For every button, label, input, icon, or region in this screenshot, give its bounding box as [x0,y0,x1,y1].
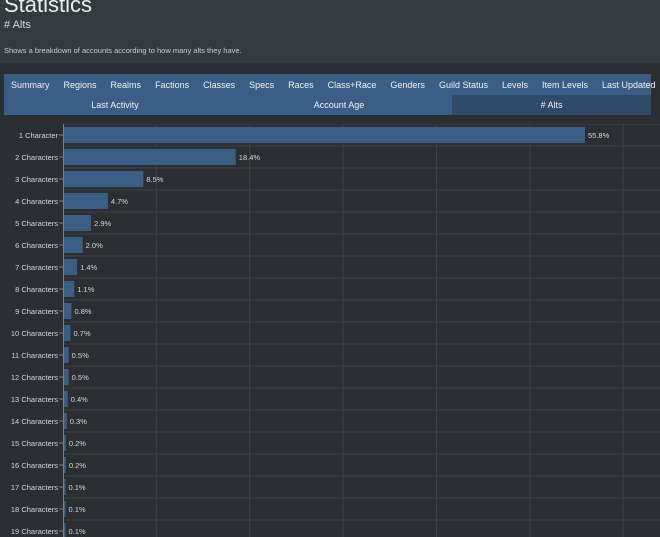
category-label: 16 Characters [11,461,58,470]
value-label: 18.4% [239,153,261,162]
value-label: 0.4% [71,395,88,404]
value-label: 2.9% [94,219,111,228]
subtab-last-activity[interactable]: Last Activity [4,95,226,115]
value-label: 0.1% [69,505,86,514]
category-label: 12 Characters [11,373,58,382]
category-label: 5 Characters [15,219,58,228]
tab-races[interactable]: Races [288,79,314,90]
category-label: 2 Characters [15,153,58,162]
tab-realms[interactable]: Realms [110,79,142,90]
stats-tab-bar: Summary Regions Realms Factions Classes … [4,74,656,95]
value-label: 0.2% [69,461,86,470]
category-label: 10 Characters [11,329,58,338]
stats-subtab-bar: Last Activity Account Age # Alts [4,95,651,115]
category-label: 9 Characters [15,307,58,316]
category-label: 17 Characters [11,483,58,492]
bar[interactable] [64,435,66,451]
bar[interactable] [64,347,69,363]
bar[interactable] [64,413,67,429]
tab-last-updated[interactable]: Last Updated [602,79,656,90]
bar[interactable] [64,215,92,231]
tab-levels[interactable]: Levels [501,79,528,90]
alts-bar-chart: 1 Character 55.8% 2 Characters 18.4% 3 Chara… [0,124,660,537]
bar[interactable] [64,523,66,537]
value-label: 8.5% [146,175,163,184]
category-label: 15 Characters [11,439,58,448]
subtab-alts[interactable]: # Alts [452,95,651,115]
tab-classes[interactable]: Classes [203,79,236,90]
bar[interactable] [64,457,66,473]
value-label: 0.5% [72,351,89,360]
bar[interactable] [64,369,69,385]
bar[interactable] [64,391,68,407]
value-label: 0.1% [69,527,86,536]
bar[interactable] [64,149,236,165]
value-label: 55.8% [588,131,610,140]
value-label: 1.1% [77,285,94,294]
category-label: 8 Characters [15,285,58,294]
bar[interactable] [64,127,585,143]
value-label: 0.5% [72,373,89,382]
value-label: 0.8% [74,307,91,316]
category-label: 11 Characters [11,351,58,360]
tab-regions[interactable]: Regions [63,79,97,90]
tab-genders[interactable]: Genders [390,79,425,90]
bar[interactable] [64,259,78,275]
page-description: Shows a breakdown of accounts according … [4,46,242,55]
header-band [0,0,660,63]
category-label: 18 Characters [11,505,58,514]
bar[interactable] [64,303,72,319]
bar[interactable] [64,501,66,517]
value-label: 1.4% [80,263,97,272]
chart-grid [63,124,660,537]
tab-item-levels[interactable]: Item Levels [541,79,589,90]
page-subtitle: # Alts [4,19,31,31]
bar[interactable] [64,479,66,495]
tab-factions[interactable]: Factions [155,79,190,90]
tab-summary[interactable]: Summary [11,79,50,90]
tab-guild-status[interactable]: Guild Status [438,79,488,90]
value-label: 2.0% [86,241,103,250]
value-label: 4.7% [111,197,128,206]
category-label: 13 Characters [11,395,58,404]
category-label: 1 Character [19,131,59,140]
value-label: 0.7% [74,329,91,338]
bar[interactable] [64,193,108,209]
bar[interactable] [64,281,75,297]
value-label: 0.1% [69,483,86,492]
page-title: Statistics [4,0,93,17]
subtab-account-age[interactable]: Account Age [226,95,452,115]
category-label: 19 Characters [11,527,58,536]
bar[interactable] [64,237,83,253]
chart-svg: 1 Character 55.8% 2 Characters 18.4% 3 Chara… [11,124,660,537]
value-label: 0.3% [70,417,87,426]
tab-class-race[interactable]: Class+Race [327,79,377,90]
value-label: 0.2% [69,439,86,448]
bar[interactable] [64,325,71,341]
category-label: 3 Characters [15,175,58,184]
category-label: 6 Characters [15,241,58,250]
bar[interactable] [64,171,144,187]
tab-specs[interactable]: Specs [249,79,275,90]
category-label: 7 Characters [15,263,58,272]
category-label: 4 Characters [15,197,58,206]
category-label: 14 Characters [11,417,58,426]
